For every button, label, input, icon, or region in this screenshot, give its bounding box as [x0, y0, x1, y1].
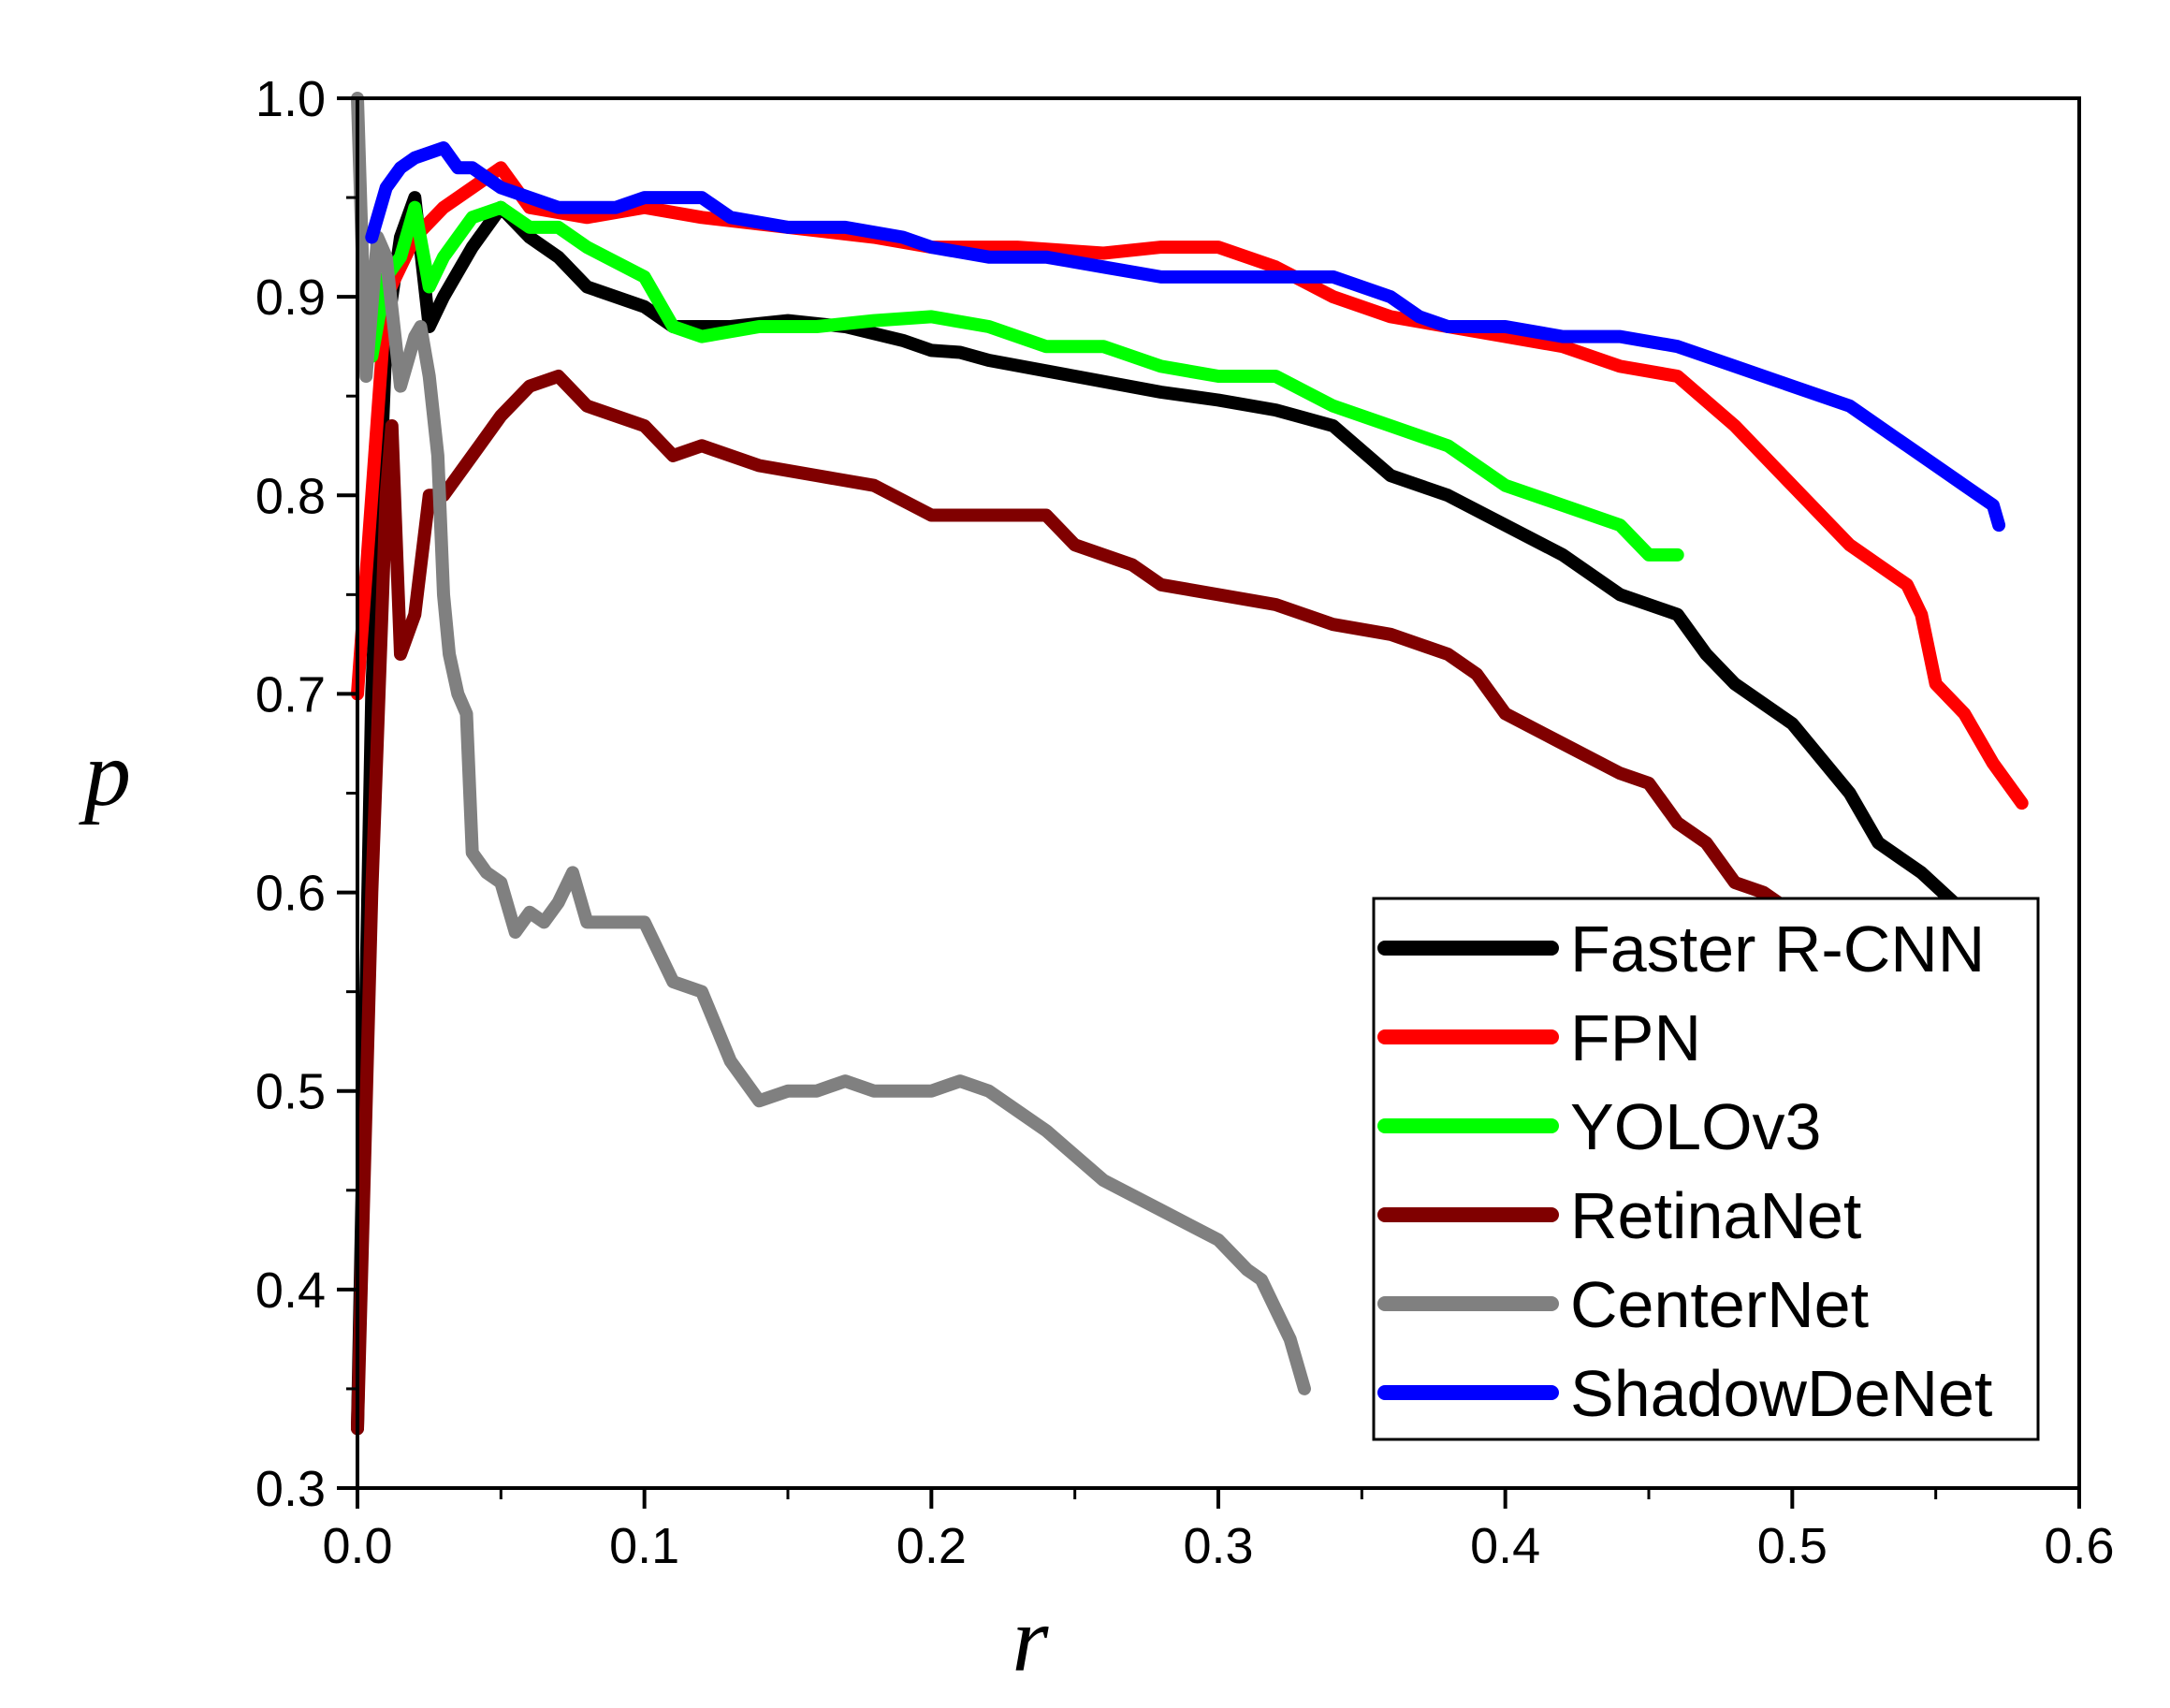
series-line-shadowdenet: [365, 141, 2006, 533]
series-line-yolov3: [365, 200, 1684, 562]
series-line-faster-r-cnn: [351, 191, 2029, 1436]
legend-label: YOLOv3: [1570, 1090, 1821, 1163]
y-tick-label: 0.8: [255, 468, 326, 524]
x-tick-label: 0.4: [1470, 1518, 1540, 1574]
x-tick-label: 0.1: [609, 1518, 679, 1574]
tick-labels: 0.0 0.1 0.2 0.3 0.4 0.5 0.6 0.3 0.4 0.5 0.6 0.7 0.8 0…: [255, 71, 2115, 1574]
series-line-centernet: [351, 92, 1311, 1395]
y-tick-label: 0.7: [255, 666, 326, 723]
y-axis-title: p: [79, 722, 131, 825]
legend-item-centernet: CenterNet: [1377, 1268, 1869, 1341]
y-tick-label: 0.5: [255, 1064, 326, 1120]
ticks-layer: [337, 96, 2081, 1509]
y-tick-label: 0.6: [255, 866, 326, 922]
x-tick-label: 0.5: [1757, 1518, 1828, 1574]
legend-item-retinanet: RetinaNet: [1377, 1179, 1861, 1252]
x-tick-label: 0.3: [1183, 1518, 1253, 1574]
legend-label: CenterNet: [1570, 1268, 1869, 1341]
legend-label: Faster R-CNN: [1570, 912, 1985, 985]
legend-item-faster-r-cnn: Faster R-CNN: [1377, 912, 1985, 985]
y-tick-label: 0.9: [255, 270, 326, 326]
series-layer: [351, 92, 2029, 1436]
legend-items: Faster R-CNN FPN YOLOv3 RetinaNet CenterNet S…: [1377, 912, 1992, 1430]
legend-item-fpn: FPN: [1377, 1001, 1701, 1074]
x-tick-label: 0.6: [2044, 1518, 2114, 1574]
y-tick-label: 0.4: [255, 1263, 326, 1319]
legend-label: RetinaNet: [1570, 1179, 1861, 1252]
legend-item-shadowdenet: ShadowDeNet: [1377, 1357, 1992, 1430]
legend-label: ShadowDeNet: [1570, 1357, 1992, 1430]
legend: Faster R-CNN FPN YOLOv3 RetinaNet CenterNet S…: [1372, 897, 2040, 1441]
y-tick-label: 0.3: [255, 1461, 326, 1517]
x-tick-label: 0.2: [896, 1518, 967, 1574]
legend-box: [1372, 897, 2040, 1441]
y-tick-label: 1.0: [255, 71, 326, 127]
x-axis-title: r: [1012, 1587, 1050, 1691]
legend-item-yolov3: YOLOv3: [1377, 1090, 1821, 1163]
x-tick-label: 0.0: [322, 1518, 392, 1574]
legend-label: FPN: [1570, 1001, 1701, 1074]
